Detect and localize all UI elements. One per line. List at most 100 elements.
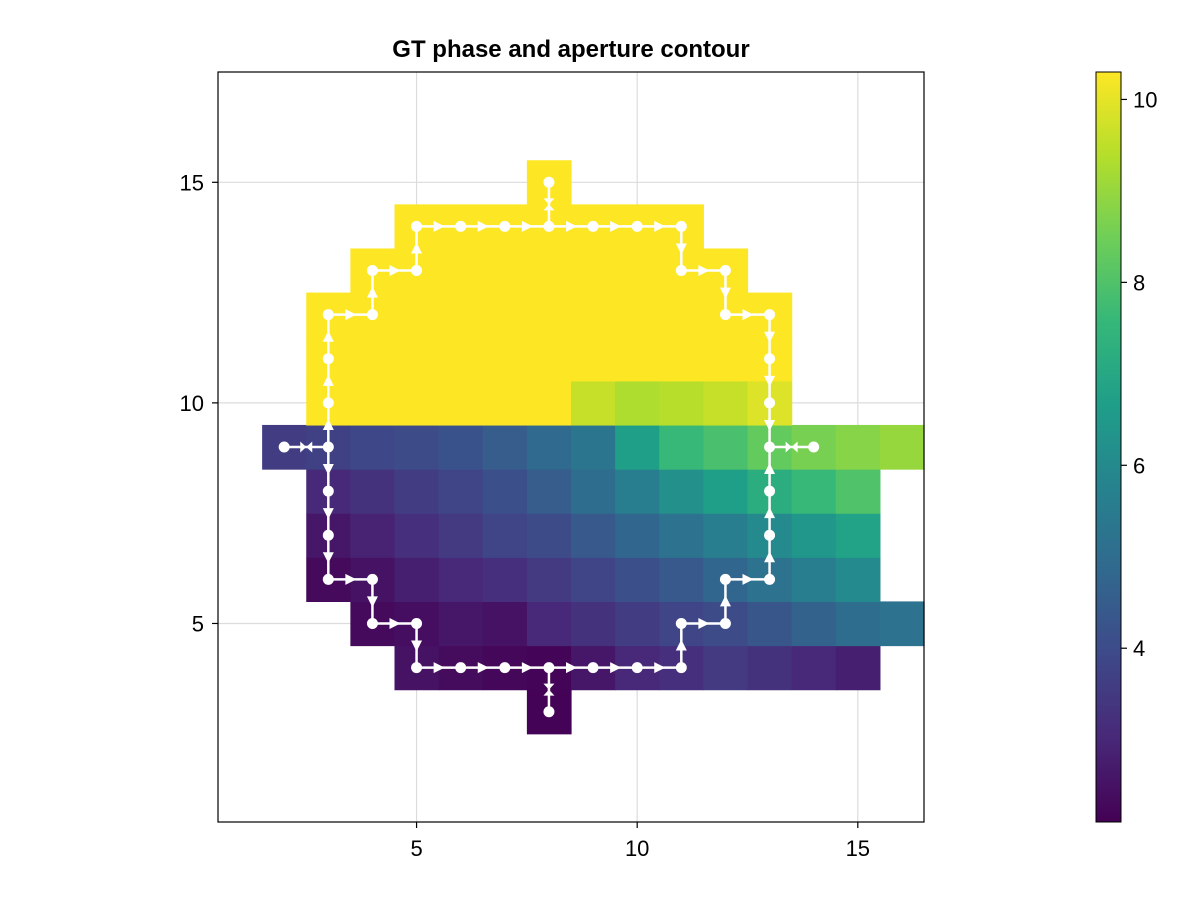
heatmap-cell xyxy=(747,601,793,647)
contour-vertex xyxy=(499,662,511,674)
heatmap-cell xyxy=(482,424,528,470)
heatmap-cell xyxy=(659,469,704,514)
heatmap-cell xyxy=(394,557,440,603)
heatmap-cell xyxy=(394,292,440,338)
heatmap-cell xyxy=(350,513,396,558)
heatmap-cell xyxy=(482,469,528,514)
heatmap-cell xyxy=(482,601,528,647)
contour-vertex xyxy=(764,529,776,541)
heatmap-cell xyxy=(526,248,572,294)
contour-vertex xyxy=(411,662,423,674)
contour-arrow xyxy=(566,220,577,232)
contour-vertex xyxy=(366,617,378,629)
x-tick-label: 10 xyxy=(625,836,649,861)
heatmap-cell xyxy=(791,513,837,558)
contour-vertex xyxy=(322,353,334,365)
contour-vertex xyxy=(366,573,378,585)
heatmap-cell xyxy=(438,557,484,603)
contour-vertex xyxy=(322,441,334,453)
heatmap-cell xyxy=(571,469,616,514)
y-tick-label: 10 xyxy=(180,391,204,416)
heatmap-cell xyxy=(350,469,396,514)
contour-vertex xyxy=(322,485,334,497)
heatmap-cell xyxy=(615,469,660,514)
contour-vertex xyxy=(719,265,731,277)
heatmap-cell xyxy=(791,557,837,603)
contour-arrow xyxy=(345,573,357,585)
contour-arrow xyxy=(742,573,754,585)
heatmap-cell xyxy=(747,645,793,691)
heatmap-cell xyxy=(615,601,660,647)
contour-vertex xyxy=(675,220,687,232)
contour-vertex xyxy=(764,485,776,497)
contour-arrow xyxy=(322,330,334,342)
contour-arrow xyxy=(366,596,378,608)
heatmap-cell xyxy=(791,469,837,514)
heatmap-cell xyxy=(571,336,616,382)
heatmap-cell xyxy=(438,336,484,382)
heatmap-cell xyxy=(526,424,572,470)
heatmap-cell xyxy=(482,513,528,558)
contour-vertex xyxy=(322,309,334,321)
heatmap-cell xyxy=(835,601,881,647)
heatmap-cell xyxy=(659,336,704,382)
heatmap-cell xyxy=(791,645,837,691)
heatmap-cell xyxy=(438,513,484,558)
heatmap-cell xyxy=(659,292,704,338)
heatmap-cell xyxy=(571,424,616,470)
contour-vertex xyxy=(543,662,555,674)
contour-arrow xyxy=(610,220,622,232)
contour-arrow xyxy=(764,463,776,475)
contour-arrow xyxy=(764,331,776,343)
heatmap-cell xyxy=(703,424,749,470)
contour-vertex xyxy=(366,265,378,277)
contour-vertex xyxy=(631,662,643,674)
contour-arrow xyxy=(764,375,776,387)
contour-vertex xyxy=(366,309,378,321)
contour-arrow xyxy=(719,595,731,607)
heatmap-cell xyxy=(438,380,484,426)
contour-vertex xyxy=(499,220,511,232)
heatmap-cell xyxy=(835,469,881,514)
heatmap-cell xyxy=(350,336,396,382)
y-tick-label: 5 xyxy=(192,611,204,636)
contour-arrow xyxy=(433,662,445,674)
heatmap-cell xyxy=(482,248,528,294)
contour-spur-marker xyxy=(543,683,555,696)
x-tick-label: 15 xyxy=(846,836,870,861)
contour-vertex xyxy=(587,662,599,674)
colorbar xyxy=(1095,71,1122,823)
contour-spur-marker xyxy=(543,198,555,211)
heatmap-cell xyxy=(482,292,528,338)
heatmap-cell xyxy=(571,292,616,338)
aperture-contour xyxy=(278,176,820,718)
heatmap-cell xyxy=(438,469,484,514)
heatmap-cell xyxy=(615,248,660,294)
plot-frame xyxy=(217,71,925,823)
contour-vertex xyxy=(543,706,555,718)
contour-arrow xyxy=(477,220,489,232)
heatmap-cell xyxy=(526,601,572,647)
contour-arrow xyxy=(610,662,622,674)
heatmap-cell xyxy=(879,601,925,647)
heatmap-cell xyxy=(879,424,925,470)
heatmap-cell xyxy=(703,513,749,558)
heatmap-cell xyxy=(615,336,660,382)
contour-arrow xyxy=(477,662,489,674)
heatmap-cell xyxy=(438,424,484,470)
heatmap-cell xyxy=(526,557,572,603)
contour-arrow xyxy=(322,418,334,430)
contour-vertex xyxy=(764,397,776,409)
contour-vertex xyxy=(411,220,423,232)
contour-vertex xyxy=(675,617,687,629)
heatmap-cell xyxy=(703,336,749,382)
heatmap-cell xyxy=(615,380,660,426)
heatmap-cell xyxy=(571,248,616,294)
heatmap-cell xyxy=(703,469,749,514)
heatmap-cell xyxy=(659,424,704,470)
heatmap-cell xyxy=(526,292,572,338)
contour-vertex xyxy=(322,397,334,409)
contour-arrow xyxy=(742,309,754,321)
contour-vertex xyxy=(455,662,467,674)
heatmap-cell xyxy=(394,513,440,558)
